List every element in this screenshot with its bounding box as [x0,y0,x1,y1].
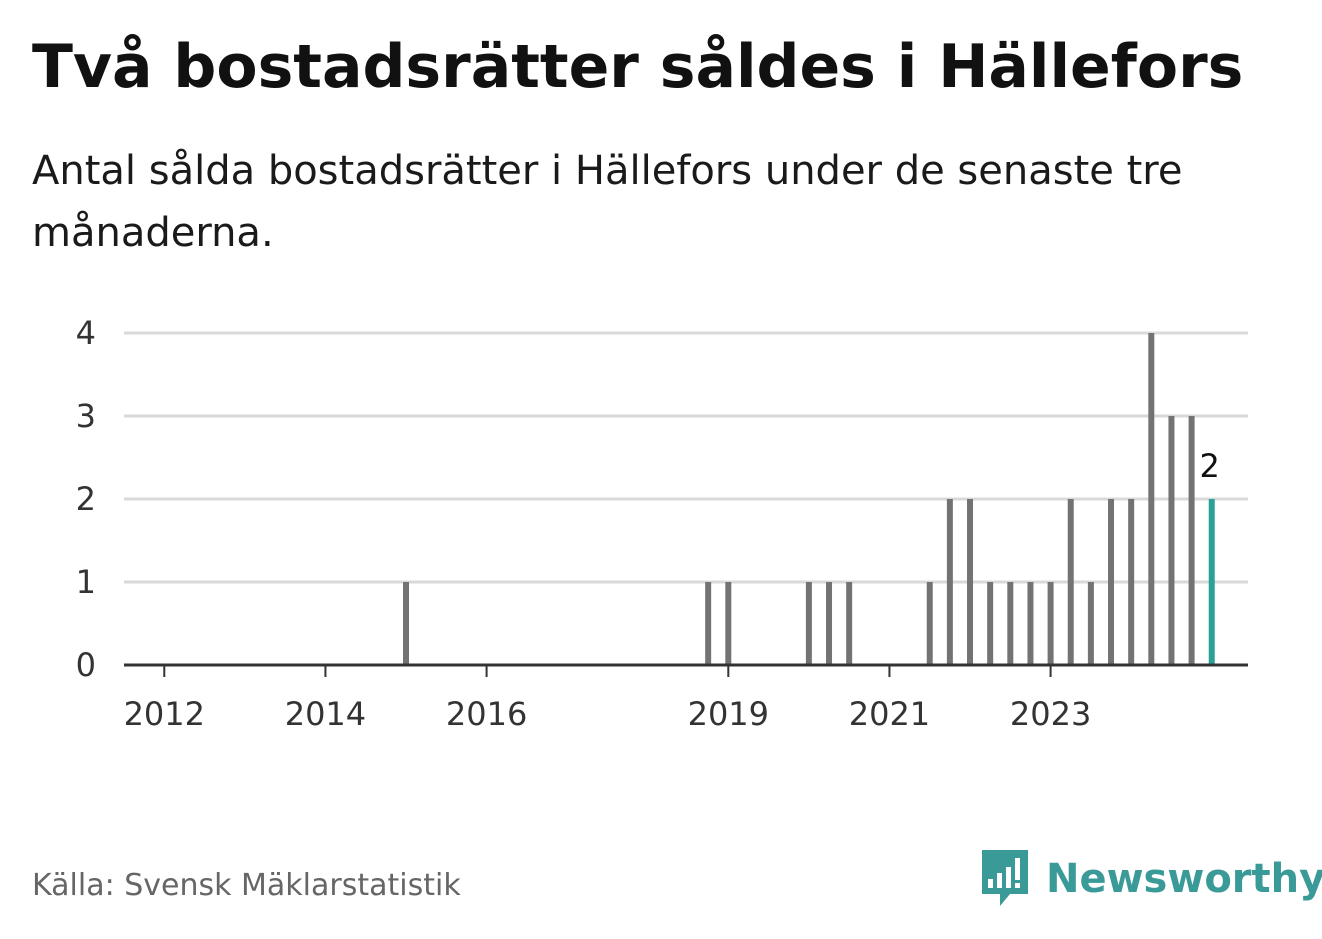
bar [1108,499,1115,665]
bars-layer [403,333,1215,665]
x-tick-label: 2012 [124,695,205,733]
bar [1128,499,1135,665]
bar [1087,582,1094,665]
bar [1007,582,1014,665]
bar [403,582,410,665]
y-tick-label: 2 [76,480,96,518]
bar [725,582,732,665]
bar [1188,416,1195,665]
y-tick-label: 0 [76,646,96,684]
bar [967,499,974,665]
x-tick-label: 2016 [446,695,527,733]
y-tick-label: 3 [76,397,96,435]
x-tick-label: 2023 [1010,695,1091,733]
x-tick-label: 2014 [285,695,366,733]
data-label: 2 [1200,447,1220,485]
labels-layer: 0 1 2 3 4 2012 2014 2016 2019 2021 2023 2 [76,314,1224,733]
y-tick-label: 1 [76,563,96,601]
bar [1148,333,1155,665]
chart-subtitle: Antal sålda bostadsrätter i Hällefors un… [32,148,1183,256]
brand-name: Newsworthy [1046,856,1322,902]
bar [826,582,833,665]
bar [987,582,994,665]
chart-title: Två bostadsrätter såldes i Hällefors [32,32,1244,102]
bar-chart-speech-bubble-icon [982,850,1028,906]
source-note: Källa: Svensk Mäklarstatistik [32,868,461,903]
grid-layer [124,331,1248,584]
bar [946,499,953,665]
bar [926,582,933,665]
bar [705,582,712,665]
bar [805,582,812,665]
bar [1047,582,1054,665]
x-tick-label: 2021 [849,695,930,733]
y-tick-label: 4 [76,314,96,352]
bar [1067,499,1074,665]
axis-layer [124,663,1248,677]
brand-logo: Newsworthy [980,848,1322,910]
x-tick-label: 2019 [688,695,769,733]
bar [846,582,853,665]
bar [1027,582,1034,665]
highlighted-bar [1208,499,1215,665]
bar [1168,416,1175,665]
